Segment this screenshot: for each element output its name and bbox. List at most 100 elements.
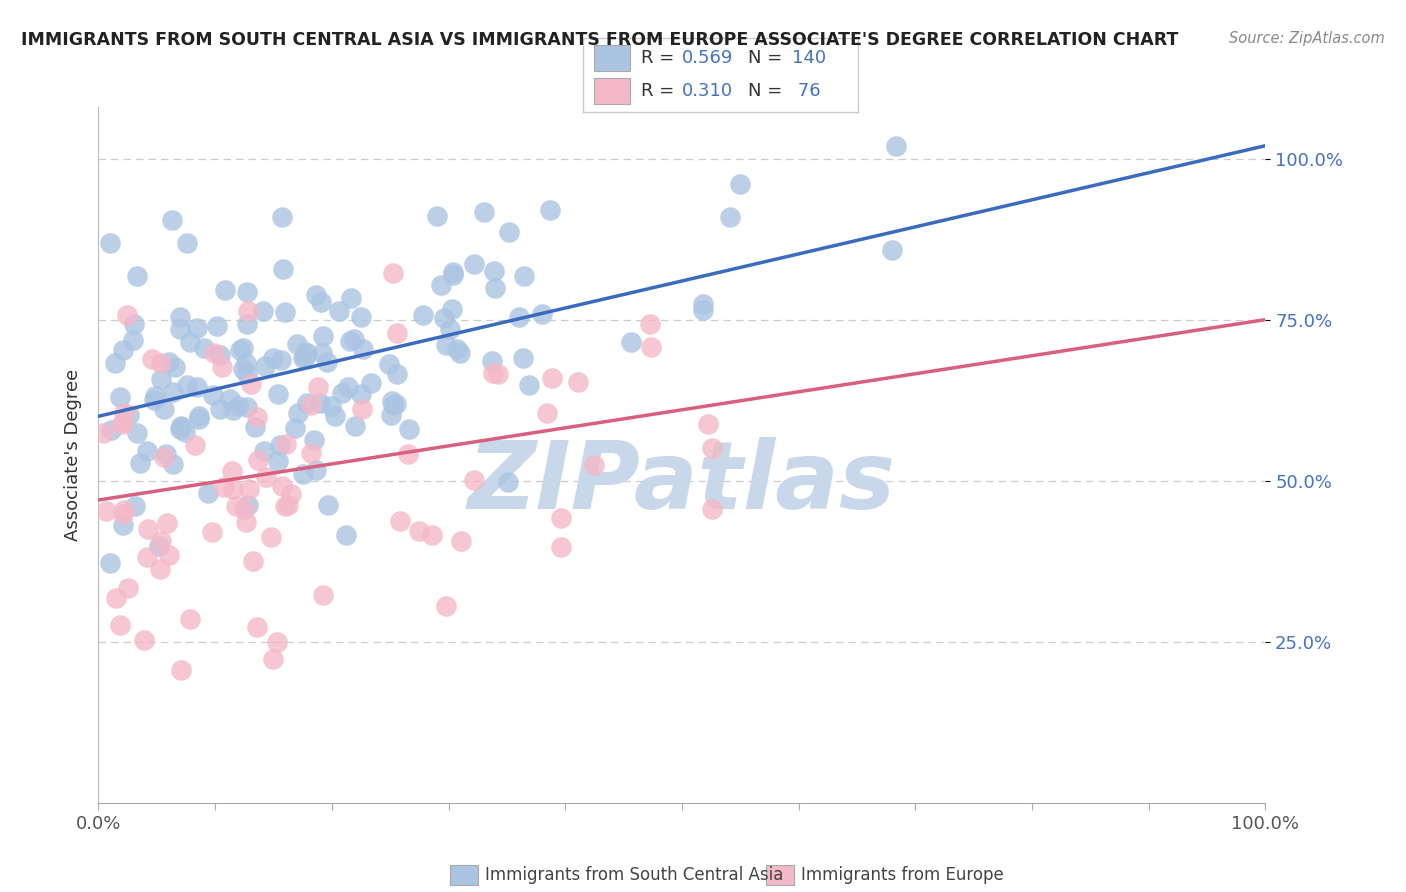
Point <box>398 421 420 435</box>
Point <box>292 467 315 481</box>
Point <box>163 360 186 375</box>
Point <box>162 385 184 400</box>
Point <box>208 401 231 416</box>
Point <box>481 353 503 368</box>
Point <box>381 266 404 280</box>
Point <box>98 236 121 251</box>
Point <box>441 268 464 283</box>
Point <box>150 356 173 370</box>
Point <box>211 360 233 375</box>
Point <box>125 268 148 283</box>
Point <box>156 516 179 530</box>
Point <box>112 503 135 517</box>
Point <box>360 376 382 390</box>
Bar <box>595 45 630 71</box>
Point <box>232 341 254 355</box>
Point <box>186 321 208 335</box>
Point <box>176 235 198 250</box>
Point <box>235 515 257 529</box>
Point <box>225 499 247 513</box>
Point <box>441 265 464 279</box>
Point <box>94 504 117 518</box>
Point <box>141 351 163 366</box>
Point <box>104 591 127 605</box>
Point <box>508 310 530 324</box>
Point <box>149 533 172 548</box>
Point <box>222 402 245 417</box>
Point <box>426 209 449 223</box>
Point <box>274 305 297 319</box>
Point <box>112 343 135 357</box>
Point <box>188 409 211 424</box>
Point <box>312 328 335 343</box>
Point <box>176 377 198 392</box>
Point <box>254 470 277 484</box>
Text: R =: R = <box>641 82 681 100</box>
Point <box>136 444 159 458</box>
Point <box>274 499 297 513</box>
Point <box>335 528 357 542</box>
Point <box>538 202 561 217</box>
Point <box>484 280 506 294</box>
Point <box>385 326 408 340</box>
Point <box>277 498 299 512</box>
Point <box>434 338 457 352</box>
Point <box>498 225 520 239</box>
Point <box>302 433 325 447</box>
Point <box>222 482 245 496</box>
Point <box>170 663 193 677</box>
Point <box>150 371 173 385</box>
Point <box>305 287 328 301</box>
Point <box>104 356 127 370</box>
Point <box>149 562 172 576</box>
Point <box>295 345 318 359</box>
Point <box>450 534 472 549</box>
Point <box>305 463 328 477</box>
Point <box>700 442 723 456</box>
Point <box>236 498 259 512</box>
Point <box>381 393 404 408</box>
Point <box>136 550 159 565</box>
Point <box>110 417 132 431</box>
Point <box>311 345 333 359</box>
Point <box>352 342 374 356</box>
Point <box>291 351 314 366</box>
Point <box>299 446 322 460</box>
Point <box>382 398 405 412</box>
Point <box>247 452 270 467</box>
Point <box>143 393 166 408</box>
Point <box>170 419 193 434</box>
Point <box>536 406 558 420</box>
Point <box>422 528 444 542</box>
Point <box>730 178 752 192</box>
Point <box>389 515 412 529</box>
Point <box>148 539 170 553</box>
Point <box>316 499 339 513</box>
Point <box>482 264 505 278</box>
Text: N =: N = <box>748 82 787 100</box>
Point <box>446 342 468 356</box>
Text: 76: 76 <box>792 82 821 100</box>
Point <box>321 399 343 413</box>
Point <box>246 409 269 424</box>
Point <box>433 311 456 326</box>
Point <box>328 304 350 318</box>
Text: R =: R = <box>641 49 681 67</box>
Point <box>267 387 290 401</box>
Point <box>384 397 406 411</box>
Point <box>174 425 197 440</box>
Point <box>236 285 259 299</box>
Text: 0.310: 0.310 <box>682 82 734 100</box>
Point <box>350 310 373 325</box>
Point <box>153 450 176 464</box>
Point <box>583 458 606 472</box>
Point <box>252 304 274 318</box>
Point <box>170 418 193 433</box>
Point <box>136 522 159 536</box>
Point <box>276 437 298 451</box>
Point <box>316 355 339 369</box>
Point <box>309 295 332 310</box>
Point <box>108 618 131 632</box>
Point <box>350 387 373 401</box>
Point <box>129 456 152 470</box>
